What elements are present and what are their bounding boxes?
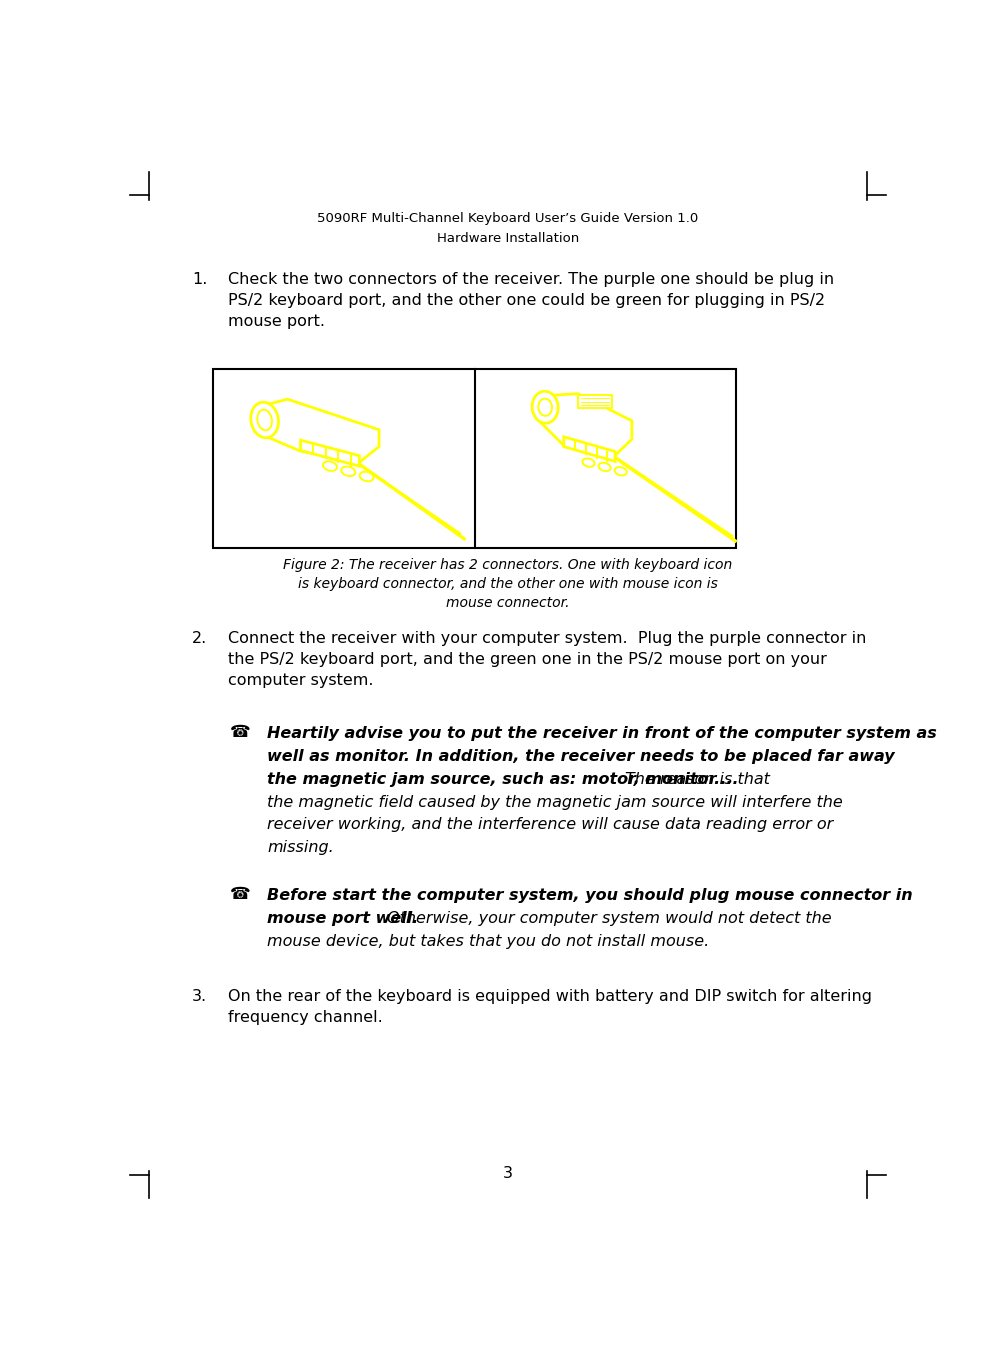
Text: ☎: ☎ bbox=[230, 723, 251, 741]
Text: Otherwise, your computer system would not detect the: Otherwise, your computer system would no… bbox=[387, 911, 832, 925]
Text: Heartily advise you to put the receiver in front of the computer system as: Heartily advise you to put the receiver … bbox=[268, 726, 937, 741]
Ellipse shape bbox=[341, 467, 356, 476]
Ellipse shape bbox=[599, 463, 610, 471]
Text: is keyboard connector, and the other one with mouse icon is: is keyboard connector, and the other one… bbox=[298, 577, 717, 590]
Text: mouse port.: mouse port. bbox=[229, 313, 325, 328]
Text: Check the two connectors of the receiver. The purple one should be plug in: Check the two connectors of the receiver… bbox=[229, 273, 834, 288]
Bar bbox=[213, 369, 736, 548]
Text: mouse device, but takes that you do not install mouse.: mouse device, but takes that you do not … bbox=[268, 934, 710, 949]
Text: the magnetic jam source, such as: motor, monitor....: the magnetic jam source, such as: motor,… bbox=[268, 772, 744, 787]
Polygon shape bbox=[255, 399, 379, 463]
Text: Hardware Installation: Hardware Installation bbox=[437, 232, 579, 244]
Text: 3.: 3. bbox=[192, 989, 207, 1004]
Ellipse shape bbox=[538, 399, 552, 415]
Text: Connect the receiver with your computer system.  Plug the purple connector in: Connect the receiver with your computer … bbox=[229, 631, 867, 646]
Text: receiver working, and the interference will cause data reading error or: receiver working, and the interference w… bbox=[268, 817, 833, 832]
Polygon shape bbox=[536, 394, 632, 455]
Ellipse shape bbox=[614, 467, 626, 475]
Text: missing.: missing. bbox=[268, 840, 334, 855]
Text: The reason is that: The reason is that bbox=[625, 772, 770, 787]
Text: the magnetic field caused by the magnetic jam source will interfere the: the magnetic field caused by the magneti… bbox=[268, 795, 843, 810]
Ellipse shape bbox=[532, 391, 558, 423]
Ellipse shape bbox=[360, 472, 374, 482]
Text: 1.: 1. bbox=[192, 273, 207, 288]
Text: frequency channel.: frequency channel. bbox=[229, 1010, 384, 1025]
Polygon shape bbox=[564, 437, 615, 461]
Text: PS/2 keyboard port, and the other one could be green for plugging in PS/2: PS/2 keyboard port, and the other one co… bbox=[229, 293, 826, 308]
Polygon shape bbox=[300, 440, 360, 465]
Text: mouse connector.: mouse connector. bbox=[446, 596, 570, 609]
Text: well as monitor. In addition, the receiver needs to be placed far away: well as monitor. In addition, the receiv… bbox=[268, 749, 895, 764]
Text: the PS/2 keyboard port, and the green one in the PS/2 mouse port on your: the PS/2 keyboard port, and the green on… bbox=[229, 651, 827, 666]
Text: Figure 2: The receiver has 2 connectors. One with keyboard icon: Figure 2: The receiver has 2 connectors.… bbox=[283, 558, 732, 571]
Ellipse shape bbox=[323, 461, 337, 471]
Ellipse shape bbox=[583, 459, 595, 467]
Text: 2.: 2. bbox=[192, 631, 207, 646]
Text: 5090RF Multi-Channel Keyboard User’s Guide Version 1.0: 5090RF Multi-Channel Keyboard User’s Gui… bbox=[317, 212, 699, 225]
Text: computer system.: computer system. bbox=[229, 673, 374, 688]
Ellipse shape bbox=[251, 402, 278, 438]
Text: On the rear of the keyboard is equipped with battery and DIP switch for altering: On the rear of the keyboard is equipped … bbox=[229, 989, 872, 1004]
Text: ☎: ☎ bbox=[230, 885, 251, 904]
Ellipse shape bbox=[258, 410, 272, 430]
Bar bbox=[578, 395, 612, 408]
Text: 3: 3 bbox=[502, 1166, 513, 1181]
Text: mouse port well.: mouse port well. bbox=[268, 911, 424, 925]
Text: Before start the computer system, you should plug mouse connector in: Before start the computer system, you sh… bbox=[268, 889, 913, 904]
